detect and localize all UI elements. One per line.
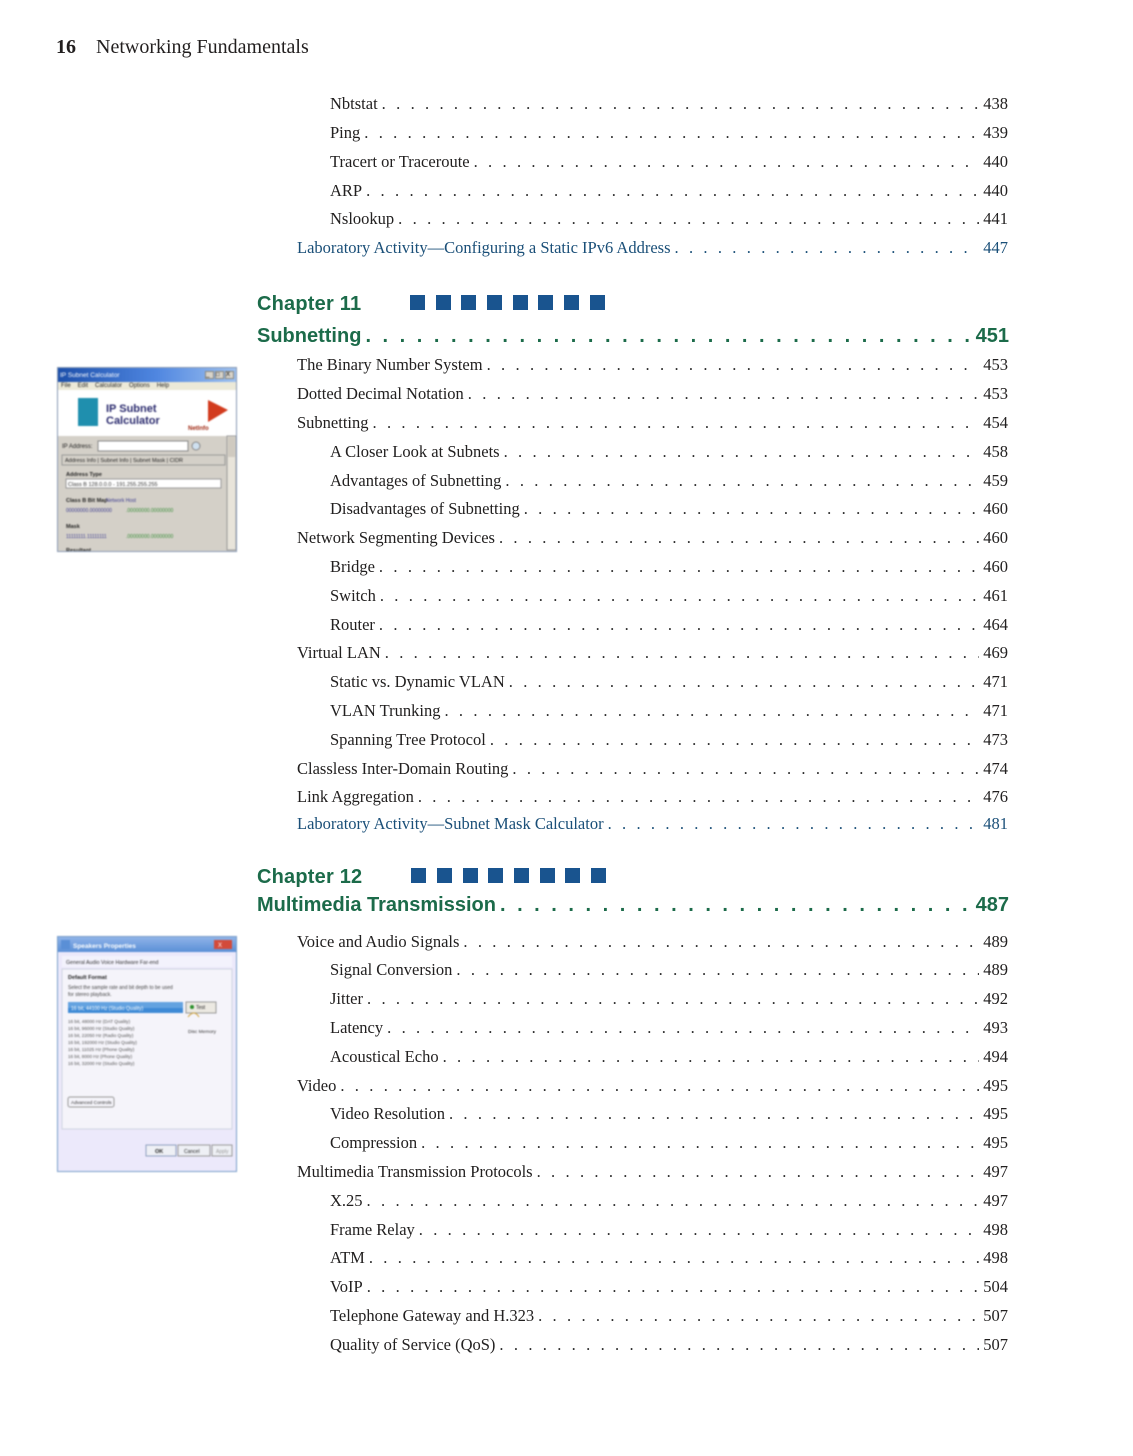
svg-text:.00000000.00000000: .00000000.00000000	[126, 534, 173, 540]
svg-text:16 bit, 44100 Hz (Studio Quali: 16 bit, 44100 Hz (Studio Quality)	[71, 1006, 144, 1012]
svg-text:.00000000.00000000: .00000000.00000000	[126, 508, 173, 514]
svg-text:Class B 128.0.0.0 - 191.255.25: Class B 128.0.0.0 - 191.255.255.255	[68, 482, 158, 488]
svg-text:16 bit, 11025 Hz (Phone Qualit: 16 bit, 11025 Hz (Phone Quality)	[68, 1047, 135, 1052]
svg-text:Resultant: Resultant	[66, 548, 91, 552]
svg-text:Address Info | Subnet Info | S: Address Info | Subnet Info | Subnet Mask…	[65, 458, 183, 464]
svg-text:for stereo playback.: for stereo playback.	[68, 992, 112, 998]
svg-text:Address Type: Address Type	[66, 472, 102, 478]
svg-text:Apply: Apply	[216, 1149, 229, 1155]
svg-text:Mask: Mask	[66, 524, 81, 530]
svg-text:Class B Bit Map: Class B Bit Map	[66, 498, 108, 504]
svg-text:16 bit, 192000 Hz (Studio Qual: 16 bit, 192000 Hz (Studio Quality)	[68, 1040, 137, 1045]
svg-text:X: X	[218, 943, 222, 949]
svg-text:Speakers Properties: Speakers Properties	[73, 943, 136, 950]
svg-text:16 bit, 96000 Hz (Studio Quali: 16 bit, 96000 Hz (Studio Quality)	[68, 1026, 135, 1031]
svg-text:NetInfo: NetInfo	[188, 426, 209, 432]
svg-text:Test: Test	[196, 1005, 206, 1011]
svg-text:IP Subnet: IP Subnet	[106, 403, 157, 415]
svg-text:00000000.00000000: 00000000.00000000	[66, 508, 112, 514]
svg-text:IP Address:: IP Address:	[62, 444, 93, 450]
svg-text:16 bit, 48000 Hz (DAT Quality): 16 bit, 48000 Hz (DAT Quality)	[68, 1019, 131, 1024]
svg-text:General Audio Voice Hardwar: General Audio Voice Hardware Far-end	[66, 960, 159, 966]
svg-text:16 bit, 32000 Hz (Studio Quali: 16 bit, 32000 Hz (Studio Quality)	[68, 1061, 135, 1066]
svg-text:Cancel: Cancel	[184, 1149, 200, 1155]
svg-text:Advanced Controls: Advanced Controls	[71, 1100, 112, 1106]
svg-text:16 bit, 8000 Hz (Phone Quality: 16 bit, 8000 Hz (Phone Quality)	[68, 1054, 133, 1059]
svg-text:Calculator: Calculator	[106, 415, 161, 427]
svg-text:Default Format: Default Format	[68, 975, 107, 981]
svg-text:Select the sample rate and bit: Select the sample rate and bit depth to …	[68, 985, 173, 991]
svg-text:Disc Memory: Disc Memory	[188, 1029, 217, 1035]
svg-text:Network Host: Network Host	[106, 498, 137, 504]
svg-text:11111111.11111111: 11111111.11111111	[66, 534, 107, 540]
svg-text:OK: OK	[155, 1149, 163, 1155]
svg-text:16 bit, 22050 Hz (Radio Qualit: 16 bit, 22050 Hz (Radio Quality)	[68, 1033, 134, 1038]
